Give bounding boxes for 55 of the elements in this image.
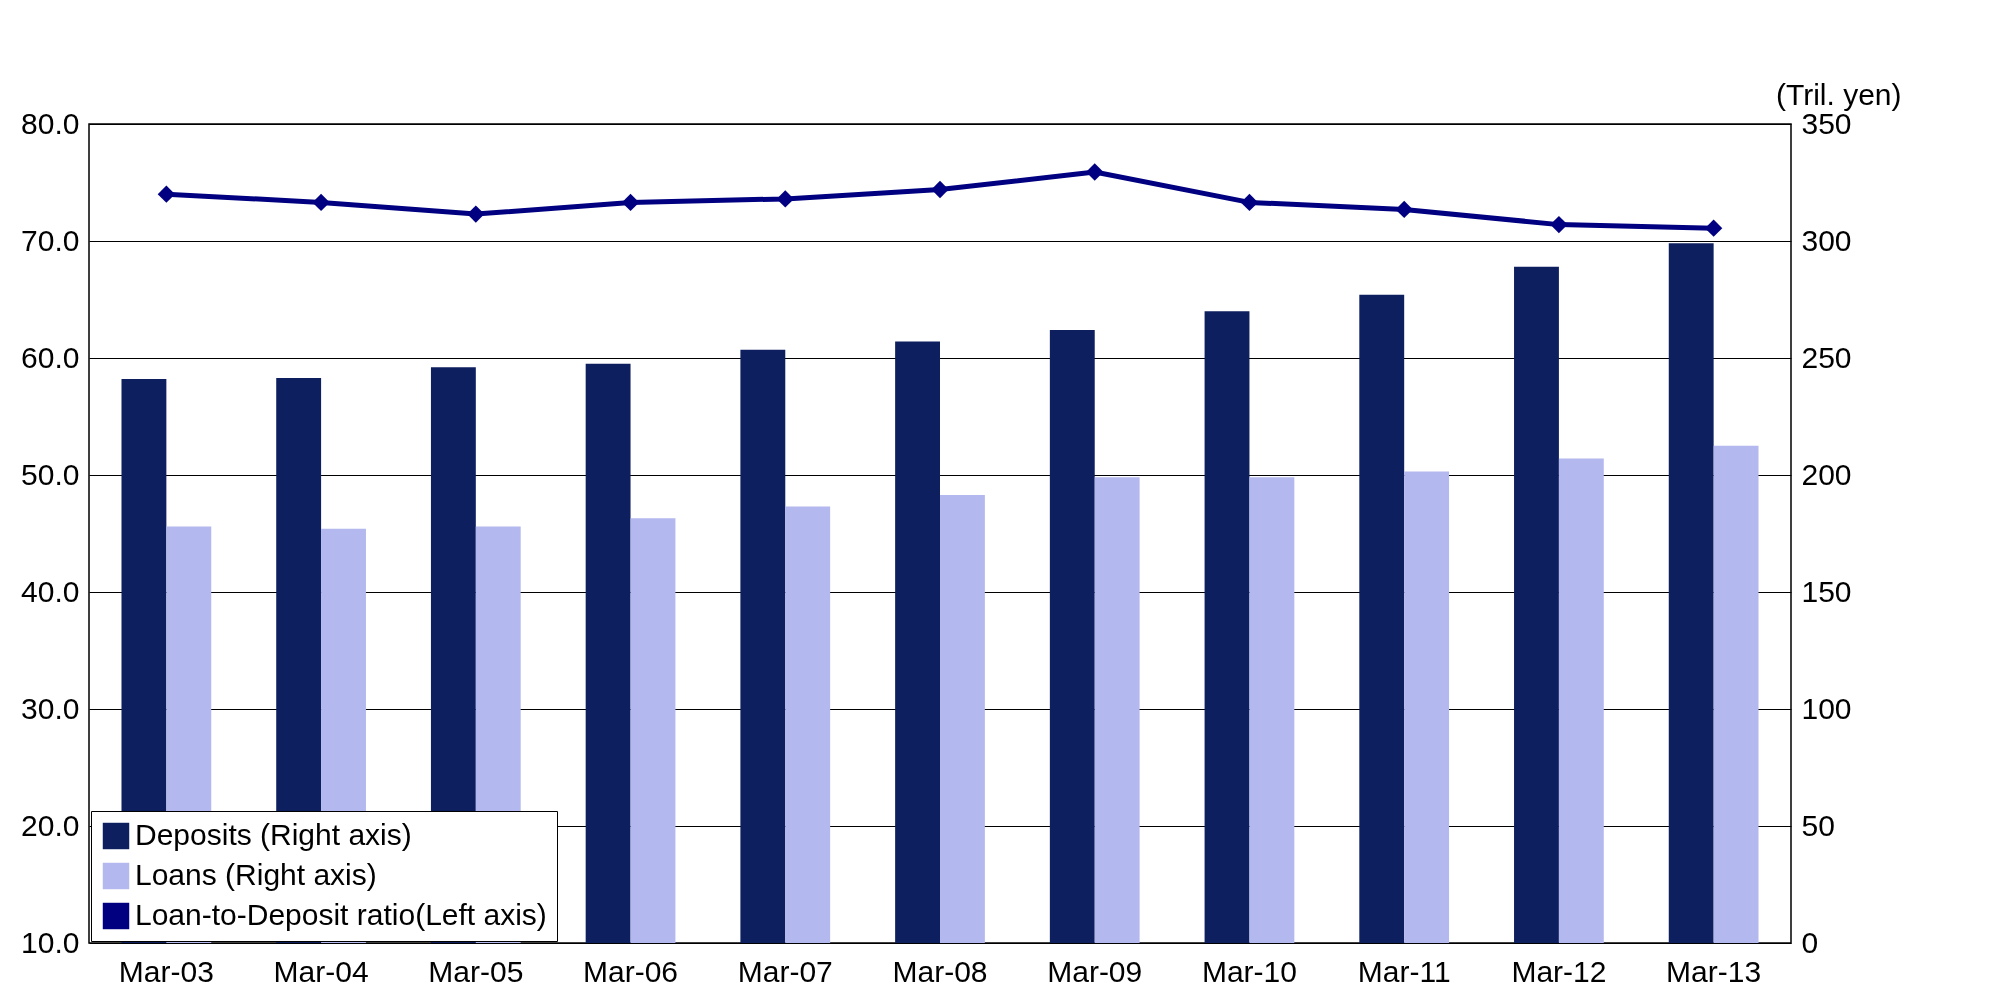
x-tick-label: Mar-11	[1357, 954, 1451, 987]
bar	[1359, 294, 1405, 943]
bar	[630, 518, 676, 943]
x-tick-label: Mar-09	[1047, 954, 1143, 987]
x-tick-label: Mar-13	[1666, 954, 1762, 987]
point	[776, 190, 794, 208]
x-tick-label: Mar-05	[428, 954, 524, 987]
y-tick-label: 50.0	[21, 457, 80, 491]
x-tick-label: Mar-10	[1201, 954, 1297, 987]
point	[467, 205, 485, 223]
y-tick-label: 40.0	[21, 574, 80, 608]
bar	[1558, 458, 1604, 943]
y2-tick-label: 150	[1801, 574, 1852, 608]
x-tick-label: Mar-04	[273, 954, 369, 987]
x-tick-label: Mar-08	[892, 954, 988, 987]
point	[931, 180, 949, 199]
point	[621, 193, 640, 212]
bar	[585, 363, 631, 943]
y2-tick-label: 50	[1801, 808, 1835, 842]
y2-tick-label: 300	[1801, 223, 1852, 257]
bar	[895, 341, 940, 943]
legend-label: Loan-to-Deposit ratio(Left axis)	[135, 898, 547, 931]
legend-label: Deposits (Right axis)	[135, 818, 412, 851]
point	[1086, 163, 1104, 181]
point	[1240, 193, 1259, 212]
y-tick-label: 20.0	[21, 808, 80, 842]
y2-tick-label: 0	[1801, 925, 1819, 959]
y2-tick-label: 100	[1801, 691, 1852, 725]
x-tick-label: Mar-06	[583, 954, 679, 987]
y-tick-label: 10.0	[21, 925, 80, 959]
bar	[1713, 445, 1759, 943]
x-tick-label: Mar-12	[1511, 954, 1607, 987]
bar	[1249, 477, 1295, 943]
bar	[1514, 266, 1559, 943]
point	[312, 193, 330, 212]
y-tick-label: 80.0	[21, 106, 80, 140]
x-tick-label: Mar-07	[737, 954, 833, 987]
bar	[940, 494, 985, 943]
y2-tick-label: 200	[1801, 457, 1852, 491]
point	[1550, 215, 1568, 234]
y-tick-label: 70.0	[21, 223, 80, 257]
point	[1395, 200, 1413, 219]
bar	[740, 349, 786, 943]
bar	[1404, 471, 1450, 943]
y-tick-label: 30.0	[21, 691, 80, 725]
bar	[1204, 311, 1250, 943]
bar	[785, 506, 831, 943]
point	[157, 185, 176, 203]
bar	[1668, 243, 1714, 943]
bar	[1049, 329, 1095, 943]
y-tick-label: 60.0	[21, 340, 80, 374]
x-tick-label: Mar-03	[118, 954, 214, 987]
y2-tick-label: 250	[1801, 340, 1852, 374]
legend-label: Loans (Right axis)	[135, 858, 377, 891]
bar	[1094, 477, 1140, 943]
